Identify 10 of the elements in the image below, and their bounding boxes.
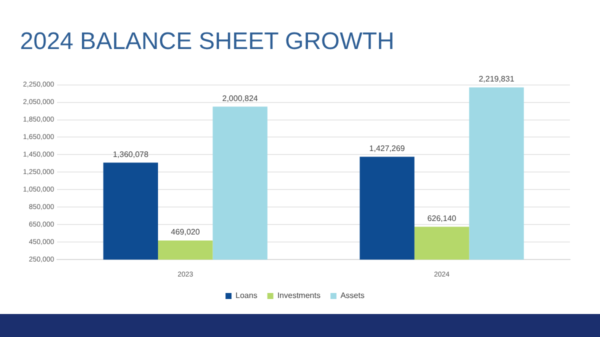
data-label: 2,219,831 bbox=[478, 74, 515, 84]
legend-label: Loans bbox=[236, 291, 258, 300]
legend-label: Assets bbox=[340, 291, 364, 300]
data-label: 1,360,078 bbox=[112, 150, 149, 159]
data-label: 626,140 bbox=[427, 214, 457, 223]
chart-title: 2024 BALANCE SHEET GROWTH bbox=[20, 28, 394, 56]
data-label: 2,000,824 bbox=[222, 94, 258, 103]
data-label: 1,427,269 bbox=[369, 144, 406, 153]
legend-label: Investments bbox=[277, 291, 320, 300]
data-label: 469,020 bbox=[170, 228, 200, 237]
